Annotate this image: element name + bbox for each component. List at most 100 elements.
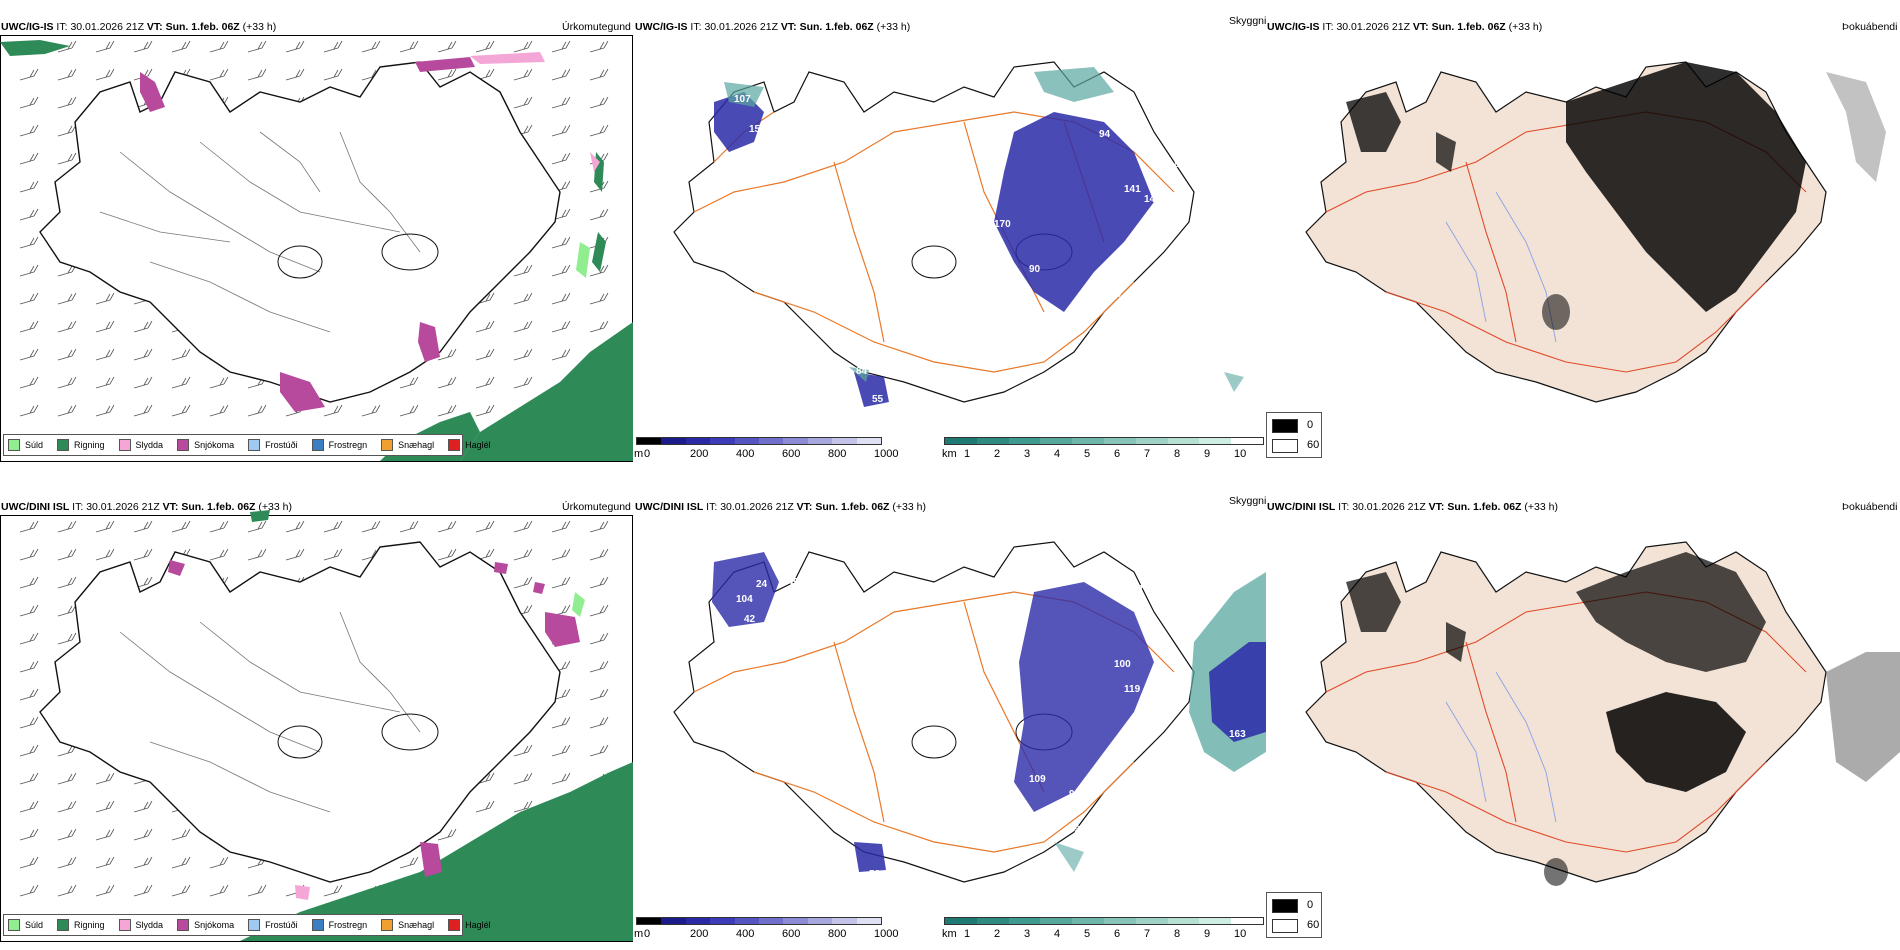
ceiling-value-label: 55 [872,394,884,405]
row-1-visibility-header: UWC/IG-IS IT: 30.01.2026 21Z VT: Sun. 1.… [635,21,911,33]
wind-barb [19,236,39,249]
wind-barb [399,376,419,389]
ceiling-value-label: 104 [1104,289,1121,300]
legend-swatch [311,439,324,451]
rain-area [240,762,633,941]
wind-barb [209,376,229,389]
wind-barb [513,96,533,109]
wind-barb [475,40,495,53]
wind-barb [513,264,533,277]
wind-barb [57,152,77,165]
ceiling-value-label: 15 [749,124,761,135]
wind-barb [589,604,609,617]
ceiling-value-label: 141 [1124,184,1141,195]
ceiling-value-label: 31 [754,649,766,660]
wind-barb [513,548,533,561]
wind-barb [589,744,609,757]
wind-barb [589,660,609,673]
legend-item: Slydda [118,439,163,451]
wind-barb [57,884,77,897]
wind-barb [361,404,381,417]
wind-barb [475,800,495,813]
legend-item: Snjókoma [177,919,234,931]
legend-swatch [118,439,131,451]
wind-barb [285,68,305,81]
drizzle-area [576,242,590,278]
ceiling-value-label: 99 [1074,824,1086,835]
fog-legend-swatch [1272,919,1298,933]
wind-barb [57,376,77,389]
visibility-colorbar [944,437,1264,445]
fog-legend-label: 60 [1307,439,1320,451]
wind-barb [19,404,39,417]
ceiling-tick: 0 [644,928,651,940]
row-2-visibility-panel: UWC/DINI ISL IT: 30.01.2026 21Z VT: Sun.… [634,492,1322,942]
legend-swatch [57,919,70,931]
rain-area [460,322,633,461]
snow-area [420,842,442,877]
rivers [1445,671,1557,823]
row-1-fog-title: Þokuábendi [1842,21,1898,33]
wind-barb [133,40,153,53]
wind-barb [513,320,533,333]
row-1-fog-legend: 0 60 [1266,412,1322,458]
ceiling-value-label: 170 [994,219,1011,230]
wind-barb [589,208,609,221]
legend-label: Rigning [74,920,105,930]
wind-barb [19,96,39,109]
wind-barb [57,348,77,361]
legend-label: Haglél [465,440,491,450]
visibility-tick: 9 [1204,928,1211,940]
wind-barb [57,828,77,841]
sleet-area [295,885,310,900]
fog-area [1544,858,1568,886]
visibility-tick: 8 [1174,448,1181,460]
row-2-fog-legend: 0 60 [1266,892,1322,938]
drizzle-area [572,592,585,617]
wind-barb [551,548,571,561]
wind-barb [551,520,571,533]
rain-area [592,232,606,272]
fog-area [1346,92,1401,152]
wind-barb [19,264,39,277]
ceiling-area [994,112,1154,312]
legend-item: Frostúði [248,439,298,451]
wind-barb [57,632,77,645]
wind-barb [95,856,115,869]
wind-barb [589,264,609,277]
visibility-area [849,367,869,382]
fog-area [1436,132,1456,172]
visibility-area [1054,842,1084,872]
visibility-tick: 3 [1024,928,1031,940]
legend-swatch [448,919,461,931]
wind-barb [285,520,305,533]
wind-barb [437,828,457,841]
row-2-fog-map [1305,541,1900,886]
wind-barb [551,292,571,305]
wind-barb [57,576,77,589]
row-1-precip-header: UWC/IG-IS IT: 30.01.2026 21Z VT: Sun. 1.… [1,21,277,33]
wind-barb [171,404,191,417]
wind-barb [57,404,77,417]
visibility-area [1224,372,1244,392]
ceiling-tick: 1000 [874,448,899,460]
wind-barb [19,772,39,785]
wind-barb [551,124,571,137]
wind-barb [551,772,571,785]
wind-barb [247,520,267,533]
ceiling-area [1209,642,1266,742]
legend-swatch [381,919,394,931]
wind-barb [551,348,571,361]
ceiling-value-label: 89 [1089,304,1101,315]
visibility-tick: 1 [964,928,971,940]
glacier-outline [277,725,323,759]
wind-barb [171,520,191,533]
wind-barb [399,40,419,53]
wind-barb [551,40,571,53]
wind-barb [589,632,609,645]
fog-legend-swatch [1272,439,1298,453]
snow-area [415,57,475,72]
glacier-outline [277,245,323,279]
wind-barb [95,800,115,813]
